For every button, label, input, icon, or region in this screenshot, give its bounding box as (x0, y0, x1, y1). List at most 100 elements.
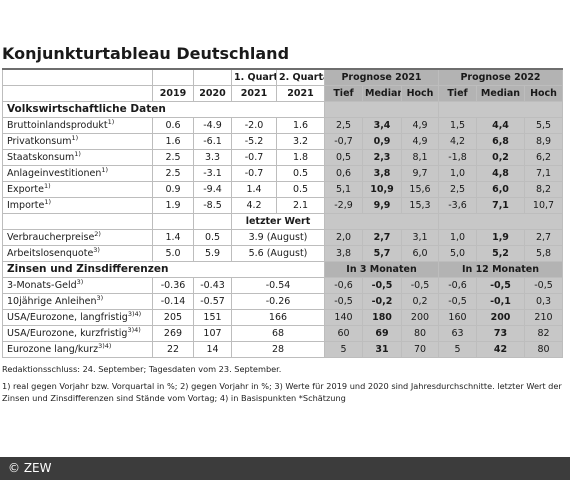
forecast-cell: 1,5 (438, 117, 477, 134)
table-row: Importe1) 1.9 -8.5 4.2 2.1 -2,9 9,9 15,3 -3,6 7,1… (2, 197, 563, 214)
row-label: 3-Monats-Geld3) (2, 277, 153, 294)
forecast-cell: 3,8 (324, 245, 363, 262)
forecast-cell: 0,2 (401, 293, 439, 310)
forecast-cell: 3,8 (362, 165, 402, 182)
value-2020: 14 (193, 341, 232, 358)
header-in-12-monaten: In 12 Monaten (438, 261, 563, 278)
value-2019: 205 (152, 309, 194, 326)
forecast-cell: 0,3 (524, 293, 563, 310)
header-stat: Tief (438, 85, 477, 102)
redaktionsschluss: Redaktionsschluss: 24. September; Tagesd… (2, 364, 282, 374)
forecast-cell: 8,2 (524, 181, 563, 198)
section-volkswirtschaft: Volkswirtschaftliche Daten (2, 101, 325, 118)
empty-cell (193, 213, 232, 230)
gray-cell (324, 213, 439, 230)
table-row: 3-Monats-Geld3) -0.36 -0.43 -0.54 -0,6 -0,5 -0… (2, 277, 563, 294)
table-row: USA/Eurozone, kurzfristig3)4) 269 107 68 60 6… (2, 325, 563, 342)
forecast-cell: 5,2 (476, 245, 525, 262)
value-2020: -4.9 (193, 117, 232, 134)
row-label-text: Eurozone lang/kurz (7, 343, 99, 355)
value-2019: -0.14 (152, 293, 194, 310)
footnote-ref: 1) (74, 149, 81, 158)
header-row-years: 2019 2020 2021 2021 Tief Median Hoch Tie… (2, 85, 563, 102)
table-row: Privatkonsum1) 1.6 -6.1 -5.2 3.2 -0,7 0,9 4,9 4,… (2, 133, 563, 150)
value-2019: 2.5 (152, 149, 194, 166)
forecast-cell: 8,1 (401, 149, 439, 166)
forecast-cell: 7,1 (476, 197, 525, 214)
forecast-cell: 73 (476, 325, 525, 342)
value-last: 5.6 (August) (231, 245, 325, 262)
forecast-cell: 3,4 (362, 117, 402, 134)
subheader-row-letzter-wert: letzter Wert (2, 213, 563, 230)
header-in-3-monaten: In 3 Monaten (324, 261, 439, 278)
forecast-cell: 9,9 (362, 197, 402, 214)
header-letzter-wert: letzter Wert (231, 213, 325, 230)
footnote-ref: 2) (94, 229, 101, 238)
forecast-cell: 5,7 (362, 245, 402, 262)
forecast-cell: -0,5 (438, 293, 477, 310)
forecast-cell: 2,5 (324, 117, 363, 134)
value-2020: 0.5 (193, 229, 232, 246)
forecast-cell: 2,7 (524, 229, 563, 246)
forecast-cell: 0,2 (476, 149, 525, 166)
footnote-ref: 1) (107, 117, 115, 126)
value-2019: 0.6 (152, 117, 194, 134)
header-stat: Median (476, 85, 525, 102)
row-label-text: Bruttoinlandsprodukt (7, 119, 108, 131)
header-year: 2019 (152, 85, 194, 102)
gray-cell (324, 101, 439, 118)
forecast-cell: 70 (401, 341, 439, 358)
table-row: Bruttoinlandsprodukt1) 0.6 -4.9 -2.0 1.6 2,5 3… (2, 117, 563, 134)
footnote-ref: 1) (101, 165, 109, 174)
table-title: Konjunkturtableau Deutschland (2, 44, 290, 63)
forecast-cell: -0,5 (362, 277, 402, 294)
row-label: Anlageinvestitionen1) (2, 165, 153, 182)
value-2019: 0.9 (152, 181, 194, 198)
gray-cell (438, 213, 563, 230)
forecast-cell: 180 (362, 309, 402, 326)
forecast-cell: -0,5 (476, 277, 525, 294)
value-q1: -5.2 (231, 133, 277, 150)
forecast-cell: 15,3 (401, 197, 439, 214)
footnote-ref: 3) (96, 293, 104, 302)
value-2020: -0.43 (193, 277, 232, 294)
row-label: Verbraucherpreise2) (2, 229, 153, 246)
forecast-cell: 4,9 (401, 117, 439, 134)
footnote-ref: 3) (76, 277, 84, 286)
forecast-cell: -0,5 (524, 277, 563, 294)
value-2020: -0.57 (193, 293, 232, 310)
header-q1: 1. Quartal (231, 68, 277, 86)
forecast-cell: 69 (362, 325, 402, 342)
forecast-cell: 2,7 (362, 229, 402, 246)
header-prognose-2022: Prognose 2022 (438, 68, 563, 86)
forecast-cell: -0,7 (324, 133, 363, 150)
forecast-cell: 0,5 (324, 149, 363, 166)
row-label-text: USA/Eurozone, kurzfristig (7, 327, 128, 339)
forecast-cell: 2,3 (362, 149, 402, 166)
header-stat: Median (362, 85, 402, 102)
header-q2: 2. Quartal (276, 68, 325, 86)
forecast-cell: 5 (438, 341, 477, 358)
copyright-footer: © ZEW (0, 457, 570, 480)
forecast-cell: 82 (524, 325, 563, 342)
row-label: USA/Eurozone, kurzfristig3)4) (2, 325, 153, 342)
value-q1: -2.0 (231, 117, 277, 134)
empty-header-cell (2, 85, 153, 102)
empty-cell (152, 213, 194, 230)
value-last: -0.26 (231, 293, 325, 310)
value-q2: 2.1 (276, 197, 325, 214)
section-row-zinsen: Zinsen und Zinsdifferenzen In 3 Monaten In… (2, 261, 563, 278)
forecast-cell: 0,6 (324, 165, 363, 182)
footnote-ref: 3)4) (127, 309, 142, 318)
value-q1: -0.7 (231, 165, 277, 182)
footnote-ref: 3)4) (98, 341, 112, 350)
value-2020: -6.1 (193, 133, 232, 150)
header-row-quarter: 1. Quartal 2. Quartal Prognose 2021 Prog… (2, 68, 563, 86)
forecast-cell: 200 (401, 309, 439, 326)
row-label: Importe1) (2, 197, 153, 214)
forecast-cell: 6,2 (524, 149, 563, 166)
value-2020: -3.1 (193, 165, 232, 182)
forecast-cell: 6,0 (476, 181, 525, 198)
value-2019: 22 (152, 341, 194, 358)
value-2019: 1.4 (152, 229, 194, 246)
